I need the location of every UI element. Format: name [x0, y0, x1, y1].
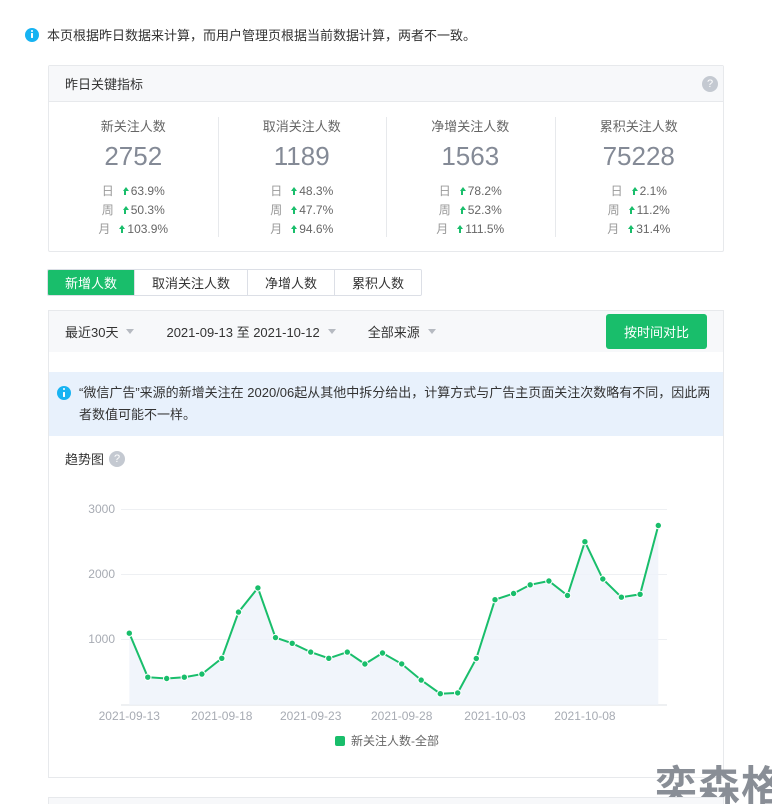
svg-text:1000: 1000 [88, 632, 115, 646]
svg-text:2021-10-03: 2021-10-03 [464, 709, 526, 723]
svg-text:2021-09-13: 2021-09-13 [99, 709, 161, 723]
svg-text:2021-10-08: 2021-10-08 [554, 709, 616, 723]
svg-text:2021-09-28: 2021-09-28 [371, 709, 433, 723]
svg-text:2021-09-23: 2021-09-23 [280, 709, 342, 723]
svg-text:3000: 3000 [88, 502, 115, 516]
svg-text:2000: 2000 [88, 567, 115, 581]
svg-text:2021-09-18: 2021-09-18 [191, 709, 253, 723]
